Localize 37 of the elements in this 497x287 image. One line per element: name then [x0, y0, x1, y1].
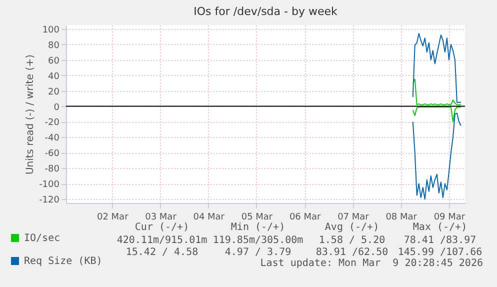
- text: Max (-/+): [412, 222, 468, 233]
- text: 4.97 / 3.79: [224, 247, 292, 258]
- y-tick-label: 20: [48, 87, 60, 98]
- text: 145.99 /107.66: [398, 247, 482, 258]
- y-tick-label: -80: [44, 164, 60, 175]
- y-tick-label: 40: [48, 72, 60, 82]
- text: 15.42 / 4.58: [126, 247, 198, 258]
- text: 119.85m/305.00m: [212, 234, 304, 246]
- y-tick-label: 100: [42, 25, 60, 36]
- text: Min (-/+): [230, 222, 286, 233]
- y-axis-title: Units read (-) / write (+): [25, 54, 36, 175]
- text: 1.58 / 5.20: [318, 234, 386, 246]
- x-tick-label: 03 Mar: [145, 212, 177, 222]
- text: Avg (-/+): [324, 222, 380, 233]
- text: 78.41 /83.97: [404, 234, 476, 246]
- y-tick-label: 60: [48, 56, 60, 66]
- y-tick-label: -100: [39, 180, 60, 190]
- x-tick-label: 06 Mar: [289, 212, 322, 222]
- x-tick-label: 09 Mar: [434, 212, 466, 222]
- x-tick-label: 02 Mar: [96, 212, 129, 222]
- x-tick-label: 08 Mar: [386, 212, 418, 222]
- x-tick-label: 04 Mar: [193, 212, 225, 222]
- chart-title: IOs for /dev/sda - by week: [194, 4, 338, 18]
- text: 83.91 /62.50: [316, 247, 388, 258]
- x-tick-label: 07 Mar: [338, 212, 370, 222]
- y-tick-label: -60: [44, 149, 60, 160]
- text: 420.11m/915.01m: [116, 234, 208, 246]
- text: Cur (-/+): [134, 222, 190, 233]
- text: Last update: Mon Mar 9 20:28:45 2026: [260, 258, 483, 269]
- y-tick-label: -20: [44, 118, 60, 128]
- y-tick-label: 80: [48, 40, 60, 51]
- legend-label: IO/sec: [24, 233, 60, 244]
- x-tick-label: 05 Mar: [241, 212, 273, 222]
- y-tick-label: -40: [44, 134, 60, 144]
- y-tick-label: 0: [54, 102, 60, 113]
- y-tick-label: -120: [39, 196, 60, 206]
- legend-label: Req Size (KB): [24, 256, 102, 267]
